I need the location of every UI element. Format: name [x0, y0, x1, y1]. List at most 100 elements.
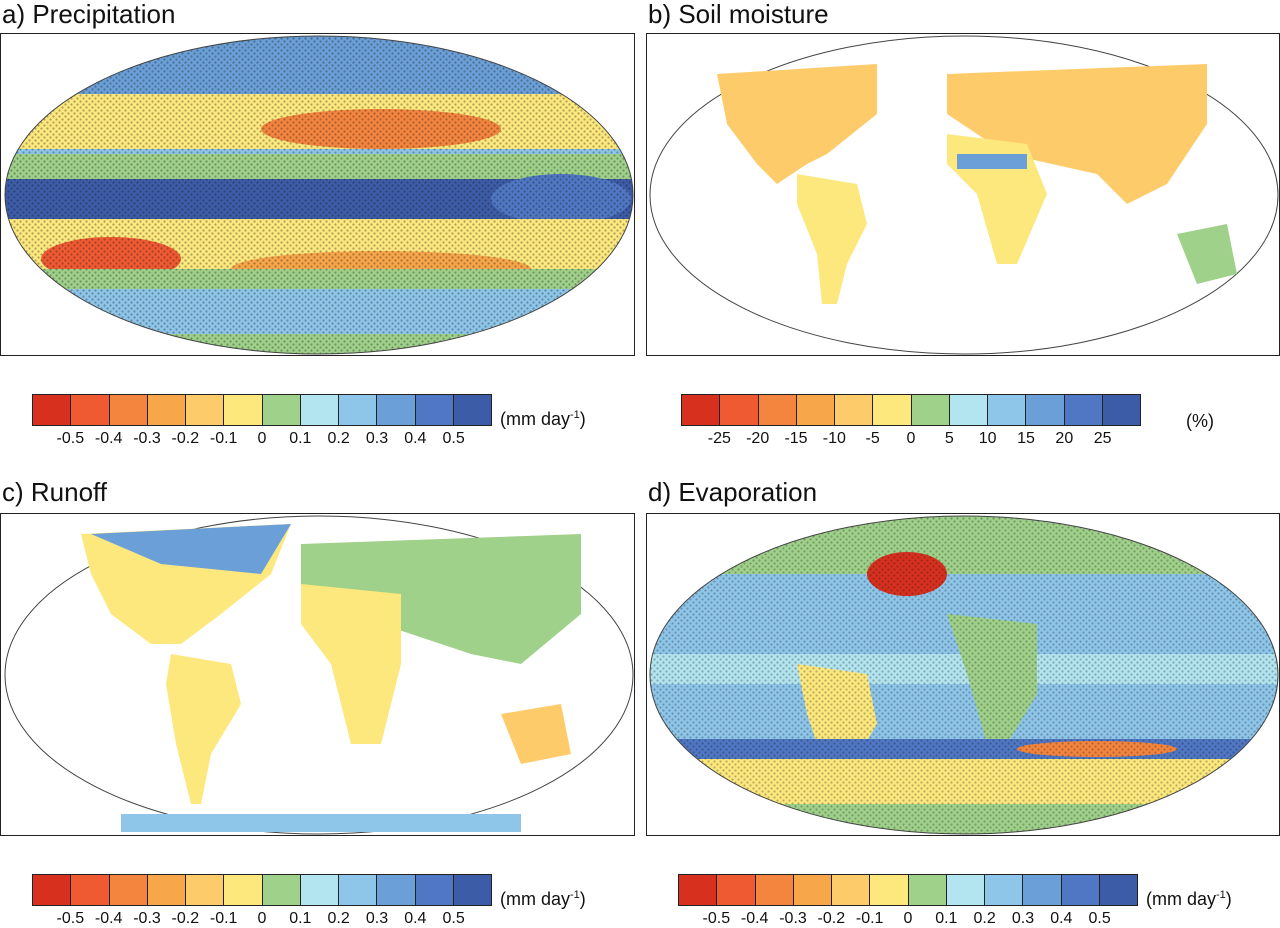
- colorbar-tick-label: 0.5: [1088, 910, 1111, 927]
- map-runoff: [0, 513, 635, 836]
- colorbar-cell: [71, 875, 110, 905]
- runoff-map-graphic: [4, 515, 634, 835]
- colorbar-tick-label: -0.3: [133, 910, 161, 927]
- soil-moisture-map-graphic: [649, 35, 1279, 355]
- panel-title-evaporation: d) Evaporation: [648, 477, 818, 507]
- colorbar-tick-label: 0.4: [1050, 910, 1073, 927]
- colorbar-cell: [832, 875, 871, 905]
- colorbar-cell: [908, 875, 947, 905]
- colorbar-cell: [147, 875, 186, 905]
- colorbar-cell: [1023, 875, 1062, 905]
- panel-title-soil-moisture: b) Soil moisture: [648, 0, 829, 29]
- colorbar-tick-label: 0: [257, 430, 267, 447]
- colorbar-cell: [985, 875, 1024, 905]
- colorbar-cell: [720, 395, 759, 425]
- colorbar-tick-label: -0.5: [56, 910, 85, 927]
- colorbar-tick-label: 0.2: [327, 910, 350, 927]
- colorbar-cell: [300, 875, 339, 905]
- colorbar-cell: [453, 395, 491, 425]
- colorbar-cell: [224, 875, 263, 905]
- map-soil-moisture: [646, 33, 1280, 356]
- colorbar-cell: [988, 395, 1027, 425]
- panel-title-runoff: c) Runoff: [2, 477, 108, 507]
- colorbar-cell: [1099, 875, 1137, 905]
- colorbar-tick-label: -0.4: [94, 430, 123, 447]
- colorbar-cell: [682, 395, 721, 425]
- colorbar-cell: [946, 875, 985, 905]
- colorbar-cell: [1064, 395, 1103, 425]
- unit-label-soil-moisture: (%): [1186, 411, 1214, 431]
- colorbar-tick-label: 0.5: [442, 910, 465, 927]
- colorbar-tick-label: 0.1: [289, 430, 312, 447]
- colorbar-tick-label: -0.4: [94, 910, 123, 927]
- colorbar-tick-label: -0.1: [209, 430, 238, 447]
- colorbar-tick-label: 0.3: [1011, 910, 1035, 927]
- colorbar-cell: [186, 395, 225, 425]
- colorbar-tick-label: 0.3: [365, 430, 389, 447]
- colorbar-cell: [758, 395, 797, 425]
- colorbar-tick-label: 0.3: [365, 910, 389, 927]
- colorbar-runoff: [32, 874, 492, 906]
- colorbar-tick-label: 0.4: [404, 910, 427, 927]
- colorbar-cell: [870, 875, 909, 905]
- colorbar-cell: [717, 875, 756, 905]
- colorbar-cell: [679, 875, 718, 905]
- panel-title-precipitation: a) Precipitation: [2, 0, 176, 29]
- map-precipitation: [0, 33, 635, 356]
- colorbar-tick-label: -0.5: [56, 430, 85, 447]
- colorbar-tick-label: 0.4: [404, 430, 427, 447]
- colorbar-cell: [262, 395, 301, 425]
- colorbar-precipitation: [32, 394, 492, 426]
- precipitation-map-graphic: [4, 35, 634, 355]
- colorbar-tick-label: -0.4: [740, 910, 769, 927]
- colorbar-tick-label: -0.2: [171, 910, 200, 927]
- colorbar-tick-label: -0.2: [171, 430, 200, 447]
- colorbar-tick-label: 0.2: [973, 910, 996, 927]
- colorbar-cell: [873, 395, 912, 425]
- colorbar-tick-label: -0.2: [817, 910, 846, 927]
- evaporation-map-graphic: [649, 515, 1279, 835]
- colorbar-tick-label: -0.3: [779, 910, 807, 927]
- colorbar-tick-label: 0.1: [935, 910, 958, 927]
- colorbar-tick-label: 0: [903, 910, 913, 927]
- unit-label-precipitation: (mm day-1): [500, 409, 586, 429]
- colorbar-tick-label: 0: [257, 910, 267, 927]
- colorbar-tick-label: 20: [1055, 430, 1074, 447]
- colorbar-tick-label: -25: [707, 430, 731, 447]
- colorbar-tick-label: -5: [865, 430, 880, 447]
- colorbar-cell: [33, 875, 72, 905]
- colorbar-tick-label: 15: [1017, 430, 1035, 447]
- colorbar-cell: [1026, 395, 1065, 425]
- colorbar-cell: [911, 395, 950, 425]
- colorbar-cell: [949, 395, 988, 425]
- colorbar-tick-label: -10: [822, 430, 846, 447]
- colorbar-cell: [1102, 395, 1140, 425]
- colorbar-tick-label: 10: [978, 430, 997, 447]
- colorbar-tick-label: 5: [944, 430, 954, 447]
- colorbar-cell: [415, 395, 454, 425]
- colorbar-evaporation: [678, 874, 1138, 906]
- colorbar-tick-label: -20: [746, 430, 770, 447]
- colorbar-tick-label: -0.5: [702, 910, 731, 927]
- colorbar-cell: [224, 395, 263, 425]
- colorbar-cell: [1061, 875, 1100, 905]
- colorbar-cell: [415, 875, 454, 905]
- colorbar-cell: [755, 875, 794, 905]
- colorbar-cell: [300, 395, 339, 425]
- colorbar-cell: [339, 875, 378, 905]
- colorbar-cell: [109, 395, 148, 425]
- colorbar-tick-label: -15: [784, 430, 808, 447]
- colorbar-cell: [33, 395, 72, 425]
- colorbar-tick-label: 0.1: [289, 910, 312, 927]
- colorbar-tick-label: 25: [1093, 430, 1112, 447]
- colorbar-tick-label: 0.2: [327, 430, 350, 447]
- colorbar-cell: [453, 875, 491, 905]
- colorbar-cell: [71, 395, 110, 425]
- colorbar-tick-label: -0.3: [133, 430, 161, 447]
- colorbar-cell: [186, 875, 225, 905]
- colorbar-cell: [109, 875, 148, 905]
- colorbar-tick-label: -0.1: [209, 910, 238, 927]
- colorbar-cell: [377, 395, 416, 425]
- map-evaporation: [646, 513, 1280, 836]
- colorbar-cell: [835, 395, 874, 425]
